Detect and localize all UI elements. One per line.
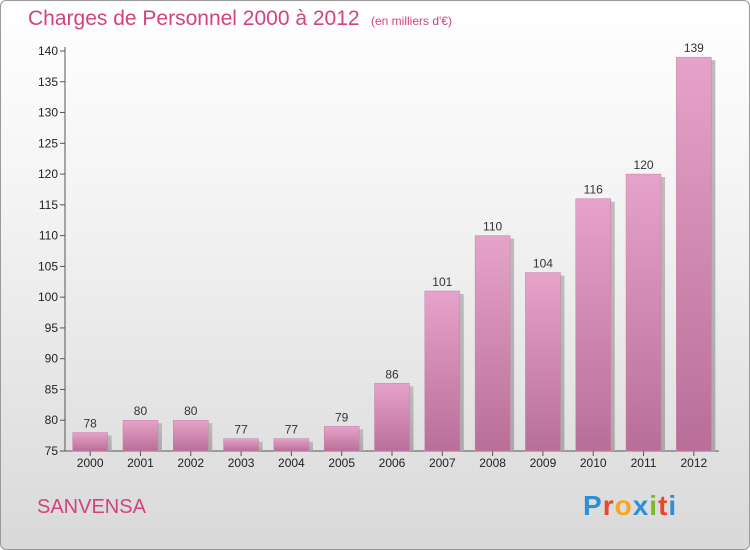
x-tick-label: 2002	[177, 456, 204, 470]
bar	[525, 272, 561, 452]
bar	[122, 419, 159, 452]
chart-subtitle: (en milliers d'€)	[371, 14, 452, 28]
bar	[323, 426, 360, 452]
bar	[173, 419, 209, 452]
bar	[223, 438, 259, 452]
chart-title: Charges de Personnel 2000 à 2012	[28, 7, 360, 30]
logo-letter: x	[632, 490, 650, 521]
data-label: 110	[483, 220, 502, 234]
logo-letter: t	[658, 490, 669, 521]
x-axis: 2000 2001 2002 2003 2004 2005 2006 2007 2008 2009…	[65, 450, 719, 470]
y-tick-label: 105	[38, 259, 58, 273]
data-label: 101	[432, 275, 452, 289]
logo-letter: P	[583, 490, 603, 521]
y-tick-label: 110	[39, 229, 58, 243]
x-tick-label: 2012	[680, 456, 707, 470]
commune-name: SANVENSA	[37, 496, 146, 518]
bar	[474, 235, 511, 452]
data-label: 77	[285, 423, 299, 437]
data-label: 80	[184, 404, 198, 418]
x-tick-label: 2006	[379, 456, 406, 470]
y-tick-label: 90	[45, 352, 59, 366]
logo-letter: r	[602, 490, 615, 521]
data-label: 116	[584, 183, 603, 197]
bar	[424, 290, 461, 452]
x-tick-label: 2000	[77, 456, 104, 470]
y-tick-label: 95	[45, 321, 59, 335]
bar	[575, 198, 611, 452]
data-label: 86	[385, 367, 399, 381]
bar	[676, 56, 712, 452]
x-tick-label: 2005	[328, 456, 355, 470]
y-tick-label: 75	[45, 444, 59, 458]
data-label: 79	[335, 410, 349, 424]
y-tick-label: 130	[38, 106, 58, 120]
x-tick-label: 2001	[127, 456, 154, 470]
logo-letter: o	[614, 490, 633, 521]
y-tick-label: 140	[38, 44, 58, 58]
x-tick-label: 2008	[479, 456, 506, 470]
x-tick-label: 2010	[580, 456, 607, 470]
x-tick-label: 2011	[631, 456, 657, 470]
x-tick-label: 2004	[278, 456, 305, 470]
logo-letter: i	[668, 490, 678, 521]
y-tick-label: 80	[45, 413, 59, 427]
data-label: 78	[83, 417, 97, 431]
bar	[72, 432, 108, 452]
bar	[374, 383, 410, 452]
data-label: 77	[234, 423, 248, 437]
y-tick-label: 85	[45, 382, 59, 396]
data-label: 104	[533, 257, 553, 271]
y-tick-label: 100	[38, 290, 58, 304]
y-axis: 75 80 85 90 95 100 105 110 115 120 125 130 135 140	[38, 44, 66, 458]
proxiti-logo[interactable]: Proxiti	[583, 490, 677, 522]
data-label: 139	[684, 41, 704, 55]
bar	[273, 438, 310, 452]
data-label: 120	[634, 158, 654, 172]
logo-letter: i	[649, 490, 659, 521]
bars: 78 80 80 77 77 79 86 101 110 104 116 120 139	[72, 41, 716, 452]
x-tick-label: 2009	[530, 456, 557, 470]
data-label: 80	[134, 404, 148, 418]
bar	[625, 173, 662, 452]
y-tick-label: 125	[38, 136, 58, 150]
y-tick-label: 115	[39, 198, 58, 212]
y-tick-label: 135	[38, 75, 58, 89]
x-tick-label: 2003	[228, 456, 255, 470]
x-tick-label: 2007	[429, 456, 456, 470]
y-tick-label: 120	[38, 167, 58, 181]
